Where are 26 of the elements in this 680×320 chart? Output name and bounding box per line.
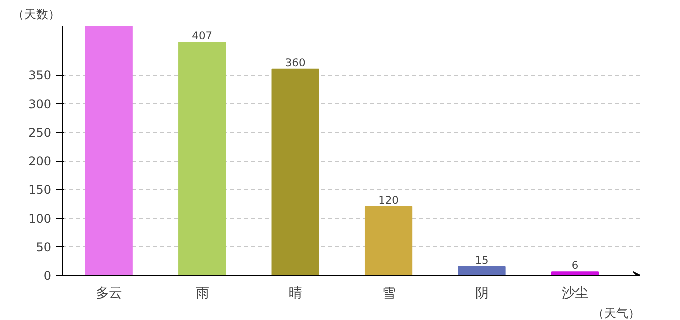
bar — [364, 206, 413, 276]
data-label: 120 — [378, 194, 400, 207]
x-tick-label: 多云 — [96, 286, 122, 302]
x-tick-label: 晴 — [289, 286, 302, 302]
y-tick-label: 350 — [28, 68, 52, 83]
bar — [272, 68, 320, 276]
bar — [178, 42, 226, 276]
x-tick-label: 雨 — [196, 286, 209, 302]
y-tick-label: 100 — [28, 212, 52, 226]
y-tick-label: 250 — [28, 126, 52, 140]
y-tick-label: 50 — [36, 240, 52, 254]
data-label: 15 — [475, 254, 489, 267]
y-tick-label: 0 — [44, 269, 52, 283]
data-label: 6 — [572, 259, 579, 272]
y-tick-label: 150 — [28, 183, 52, 198]
x-tick-label: 阴 — [476, 286, 489, 302]
x-axis-title: （天气） — [592, 306, 640, 320]
x-tick-label: 沙尘 — [562, 286, 588, 302]
data-label: 360 — [285, 56, 306, 70]
bar — [85, 26, 133, 276]
data-label: 407 — [192, 30, 213, 43]
x-tick-label: 雪 — [382, 286, 396, 302]
bar — [458, 266, 506, 276]
y-tick-label: 300 — [28, 97, 52, 112]
y-tick-label: 200 — [28, 154, 52, 169]
y-axis-title: （天数） — [12, 8, 60, 22]
